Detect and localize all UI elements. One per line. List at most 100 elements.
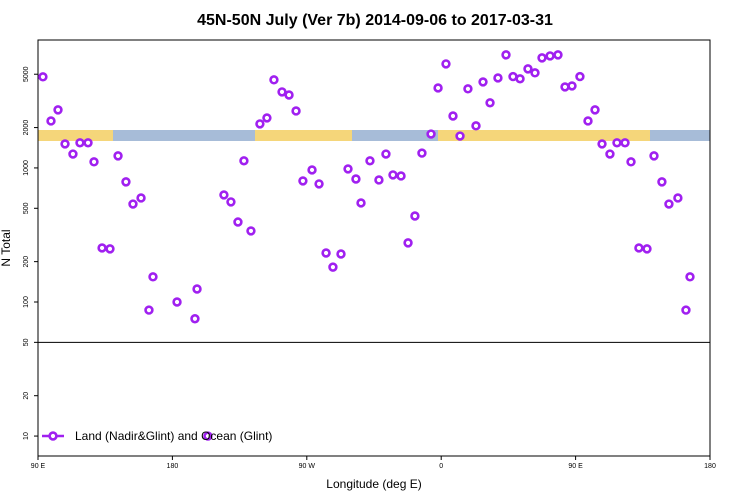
x-tick-label: 90 E (568, 463, 583, 470)
point (455, 131, 465, 141)
point (128, 199, 138, 209)
y-tick-label: 10 (23, 432, 30, 440)
point (620, 138, 630, 148)
y-tick-label: 100 (23, 296, 30, 308)
point (575, 71, 585, 82)
point (203, 431, 213, 441)
point (410, 211, 420, 221)
point (478, 77, 488, 87)
point (60, 139, 70, 149)
land-band (255, 130, 352, 141)
point (233, 217, 243, 227)
point (448, 111, 458, 121)
y-tick-label: 1000 (23, 160, 30, 176)
point (284, 90, 294, 100)
point (463, 84, 473, 94)
point (681, 305, 691, 315)
point (634, 243, 644, 253)
point (657, 177, 667, 187)
point (314, 179, 324, 189)
point (567, 81, 577, 91)
y-tick-label: 2000 (23, 120, 30, 136)
legend-marker (48, 431, 58, 441)
point (501, 50, 511, 60)
point (485, 98, 495, 108)
ocean-band (113, 130, 255, 141)
point (226, 197, 236, 207)
point (523, 64, 533, 74)
x-axis-label: Longitude (deg E) (326, 477, 421, 491)
point (172, 297, 182, 307)
point (269, 75, 279, 85)
point (307, 165, 317, 175)
plot-frame (37, 39, 711, 457)
point (560, 82, 570, 92)
y-tick-label: 5000 (23, 66, 30, 82)
point (246, 226, 256, 236)
point (388, 170, 398, 180)
point (365, 156, 375, 166)
point (673, 193, 683, 203)
point (374, 175, 384, 185)
y-tick-label: 20 (23, 392, 30, 400)
point (605, 149, 615, 159)
point (649, 151, 659, 161)
point (68, 149, 78, 159)
land-band (438, 130, 650, 141)
point (336, 249, 346, 259)
point (597, 139, 607, 149)
point (298, 176, 308, 186)
land-band (38, 130, 113, 141)
y-tick-label: 500 (23, 202, 30, 214)
point (664, 199, 674, 209)
point (144, 305, 154, 315)
point (113, 151, 123, 161)
x-tick-label: 90 E (31, 463, 46, 470)
point (493, 73, 503, 83)
x-tick-label: 180 (167, 463, 179, 470)
point (612, 138, 622, 148)
point (433, 83, 443, 93)
point (239, 156, 249, 166)
point (148, 272, 158, 282)
point (356, 198, 366, 208)
map-strip (38, 130, 710, 141)
point (219, 190, 229, 200)
y-tick-label: 50 (23, 338, 30, 346)
point (530, 68, 540, 78)
point (190, 314, 200, 324)
point (685, 272, 695, 282)
x-tick-label: 0 (439, 463, 443, 470)
point (417, 148, 427, 158)
x-tick-label: 180 (704, 463, 716, 470)
point (515, 74, 525, 84)
y-tick-label: 200 (23, 256, 30, 268)
point (471, 121, 481, 131)
point (75, 138, 85, 148)
point (441, 59, 451, 69)
point (53, 105, 63, 115)
point (553, 50, 563, 60)
y-axis-label: N Total (0, 229, 13, 266)
point (351, 174, 361, 184)
ocean-band (352, 130, 438, 141)
point (83, 138, 93, 148)
point (262, 113, 272, 123)
point (537, 53, 547, 63)
point (97, 243, 107, 253)
point (545, 51, 555, 61)
legend-label: Land (Nadir&Glint) and Ocean (Glint) (75, 429, 272, 443)
point (626, 157, 636, 167)
point (343, 164, 353, 174)
point (291, 106, 301, 116)
point (426, 129, 436, 139)
point (642, 244, 652, 254)
point (583, 116, 593, 126)
point (277, 87, 287, 97)
point (192, 284, 202, 294)
point (89, 157, 99, 167)
point (136, 193, 146, 203)
chart-title: 45N-50N July (Ver 7b) 2014-09-06 to 2017… (197, 12, 553, 29)
point (46, 116, 56, 126)
